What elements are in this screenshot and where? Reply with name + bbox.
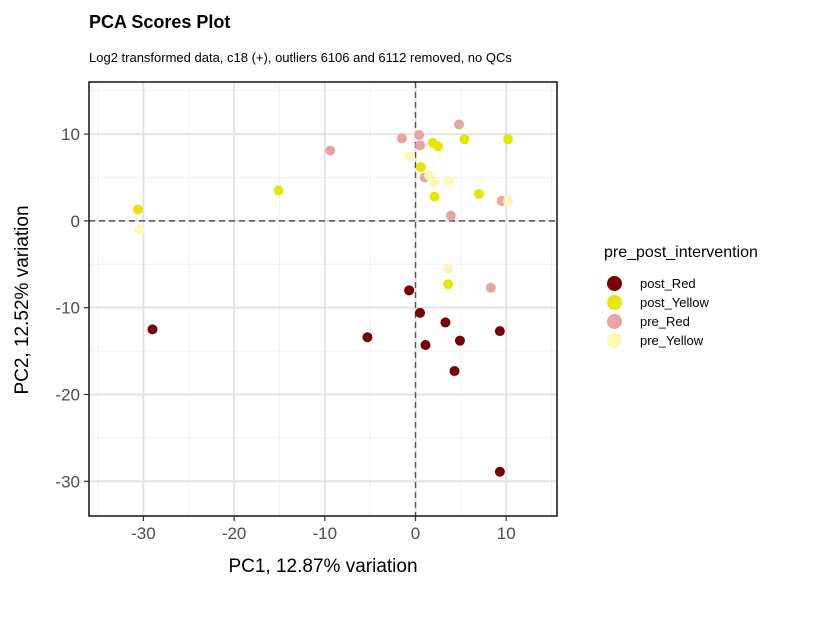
legend-item: pre_Red xyxy=(604,312,758,331)
point-post-red xyxy=(440,317,451,328)
x-tick-label: -10 xyxy=(313,524,338,543)
y-tick-label: -10 xyxy=(55,299,80,318)
point-pre-yellow xyxy=(134,224,145,235)
x-tick-label: -20 xyxy=(222,524,247,543)
y-tick-label: 0 xyxy=(71,212,80,231)
legend-label: post_Red xyxy=(640,276,696,291)
point-pre-yellow xyxy=(429,177,440,188)
x-axis-label: PC1, 12.87% variation xyxy=(228,556,418,577)
point-pre-yellow xyxy=(424,170,435,181)
legend-item: pre_Yellow xyxy=(604,331,758,350)
y-tick-label: -30 xyxy=(55,472,80,491)
point-post-yellow xyxy=(433,141,444,152)
point-post-red xyxy=(420,340,431,351)
point-pre-red xyxy=(445,210,456,221)
legend-title: pre_post_intervention xyxy=(604,244,758,261)
legend: pre_post_intervention post_Red post_Yello… xyxy=(604,244,758,350)
x-tick-label: 0 xyxy=(411,524,420,543)
chart-subtitle: Log2 transformed data, c18 (+), outliers… xyxy=(89,50,512,65)
y-tick-label: -20 xyxy=(55,385,80,404)
point-post-red xyxy=(449,366,460,377)
legend-marker xyxy=(607,295,622,310)
major-gridlines xyxy=(89,82,557,516)
x-tick-label: -30 xyxy=(131,524,156,543)
x-tick-label: 10 xyxy=(497,524,516,543)
legend-label: pre_Red xyxy=(640,314,690,329)
point-post-yellow xyxy=(132,204,143,215)
point-post-red xyxy=(404,285,415,296)
point-pre-red xyxy=(325,145,336,156)
legend-marker xyxy=(607,333,622,348)
y-tick-label: 10 xyxy=(61,125,80,144)
point-pre-yellow xyxy=(443,263,454,274)
legend-label: post_Yellow xyxy=(640,295,709,310)
legend-marker xyxy=(607,276,622,291)
point-post-yellow xyxy=(443,279,454,290)
legend-item: post_Yellow xyxy=(604,293,758,312)
legend-item: post_Red xyxy=(604,274,758,293)
point-post-yellow xyxy=(273,185,284,196)
point-post-yellow xyxy=(474,188,484,199)
data-points xyxy=(132,119,514,477)
point-pre-red xyxy=(485,282,496,293)
legend-items: post_Red post_Yellow pre_Red pre_Yellow xyxy=(604,274,758,350)
point-pre-yellow xyxy=(503,195,514,206)
point-post-red xyxy=(494,466,505,477)
point-post-yellow xyxy=(459,134,470,145)
panel-border xyxy=(88,81,558,517)
point-post-red xyxy=(415,307,426,318)
point-pre-red xyxy=(414,129,425,140)
y-axis-label: PC2, 12.52% variation xyxy=(12,205,33,395)
point-pre-red xyxy=(415,140,426,151)
point-post-red xyxy=(147,324,158,335)
point-post-red xyxy=(362,332,373,343)
point-pre-red xyxy=(454,119,465,130)
point-pre-yellow xyxy=(405,151,416,162)
point-post-yellow xyxy=(429,191,440,202)
point-post-red xyxy=(454,335,465,346)
point-pre-yellow xyxy=(444,175,455,186)
minor-gridlines xyxy=(89,82,557,516)
point-pre-red xyxy=(396,133,407,144)
chart-title: PCA Scores Plot xyxy=(89,12,231,32)
point-post-yellow xyxy=(415,162,426,173)
reference-lines xyxy=(89,82,557,516)
point-post-red xyxy=(494,326,505,337)
legend-marker xyxy=(607,314,622,329)
legend-label: pre_Yellow xyxy=(640,333,704,348)
point-post-yellow xyxy=(503,134,514,145)
axis-ticks: -30 -20 -10 0 10 -30 -20 -10 0 10 xyxy=(55,125,515,543)
